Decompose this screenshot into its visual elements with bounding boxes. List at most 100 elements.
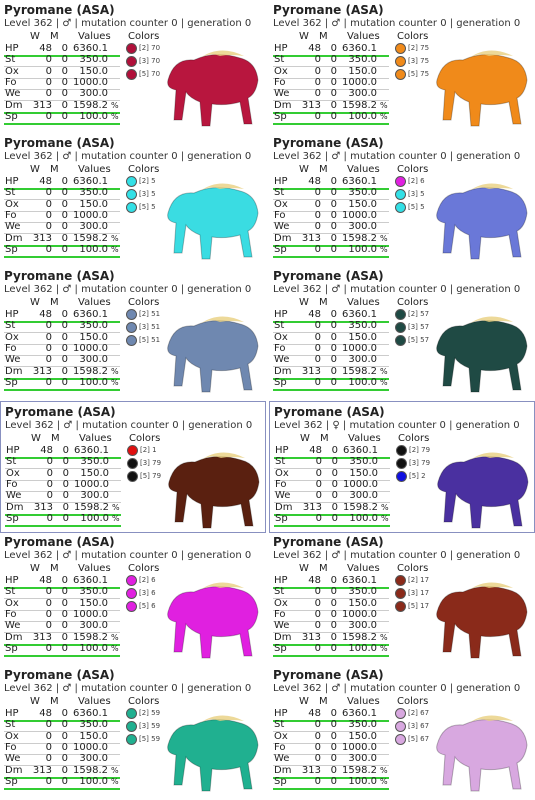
stat-w: 0	[45, 209, 52, 221]
stat-value: 350.0	[79, 719, 108, 731]
stat-w: 0	[45, 741, 52, 753]
column-header: W	[30, 31, 40, 42]
stat-name: Ox	[274, 730, 288, 742]
stat-name: We	[274, 354, 290, 366]
stat-name: Dm	[274, 365, 292, 377]
stat-m: 0	[61, 198, 68, 210]
card-subtitle: Level 362 | ♂ | mutation counter 0 | gen…	[273, 284, 521, 295]
color-label: [3] 79	[409, 459, 431, 467]
stat-name: Fo	[275, 478, 287, 490]
stat-value: 150.0	[79, 597, 108, 609]
creature-body	[167, 54, 259, 127]
stat-m: 0	[61, 708, 68, 719]
stat-value: 6360.1	[74, 445, 109, 456]
stat-m: 0	[61, 342, 68, 354]
stat-value: 100.0	[348, 642, 377, 654]
column-header: W	[299, 696, 309, 707]
stat-name: Dm	[274, 764, 292, 776]
row-line	[273, 111, 389, 114]
row-line	[273, 643, 389, 646]
stat-m: 0	[61, 43, 68, 54]
color-swatch	[126, 309, 137, 320]
color-swatch	[126, 56, 137, 67]
creature-mane	[200, 715, 244, 723]
stat-value: 6360.1	[343, 445, 378, 456]
creature-card: Pyromane (ASA) Level 362 | ♀ | mutation c…	[269, 401, 535, 533]
row-line	[4, 654, 120, 657]
row-line	[4, 765, 120, 767]
color-swatch	[395, 176, 406, 187]
stat-m: 0	[330, 586, 337, 598]
stat-value: 100.0	[348, 243, 377, 255]
stat-m: 0	[331, 445, 338, 456]
color-label: [5] 5	[139, 203, 156, 211]
stat-m: 0	[330, 221, 337, 233]
color-swatch	[126, 176, 137, 187]
color-label: [3] 57	[408, 323, 430, 331]
column-header: Values	[347, 31, 380, 42]
color-swatch	[126, 721, 137, 732]
stat-value: 100.0	[349, 512, 378, 524]
stat-value: 100.0	[79, 775, 108, 787]
stat-name: We	[6, 490, 22, 502]
row-line	[4, 742, 120, 744]
creature-card: Pyromane (ASA) Level 362 | ♂ | mutation c…	[0, 665, 266, 797]
stat-w: 313	[301, 99, 321, 111]
stat-unit: %	[381, 502, 389, 512]
creature-body	[167, 187, 259, 260]
stat-w: 0	[45, 597, 52, 609]
color-label: [5] 2	[409, 472, 426, 480]
stat-name: HP	[274, 708, 288, 719]
row-line	[4, 122, 120, 125]
stat-value: 1598.2	[73, 631, 108, 643]
row-line	[4, 88, 120, 90]
stat-unit: %	[111, 377, 119, 387]
stat-name: We	[274, 221, 290, 233]
stat-w: 0	[314, 65, 321, 77]
stat-m: 0	[330, 719, 337, 731]
column-header: M	[50, 297, 59, 308]
stat-w: 48	[308, 176, 321, 187]
column-header: Colors	[128, 297, 160, 308]
stat-w: 0	[314, 597, 321, 609]
row-line	[273, 122, 389, 125]
stat-value: 1598.2	[73, 365, 108, 377]
color-swatch	[395, 708, 406, 719]
stat-unit: %	[111, 233, 119, 243]
stat-m: 0	[61, 642, 68, 654]
creature-body	[436, 187, 528, 260]
column-header: M	[50, 563, 59, 574]
stat-name: Sp	[5, 243, 18, 255]
stat-m: 0	[330, 753, 337, 765]
stat-name: Sp	[274, 775, 287, 787]
stat-name: Dm	[5, 631, 23, 643]
row-line	[4, 100, 120, 102]
stat-name: HP	[275, 445, 289, 456]
stat-name: St	[6, 456, 17, 468]
stat-w: 313	[32, 99, 52, 111]
stat-name: Sp	[5, 775, 18, 787]
color-label: [2] 59	[139, 709, 161, 717]
column-header: W	[30, 297, 40, 308]
creature-image	[167, 316, 259, 393]
stat-name: Fo	[6, 478, 18, 490]
stat-m: 0	[330, 54, 337, 66]
row-line	[4, 255, 120, 258]
card-title: Pyromane (ASA)	[5, 405, 116, 419]
column-header: W	[30, 563, 40, 574]
color-label: [2] 17	[408, 576, 430, 584]
stat-value: 350.0	[349, 456, 378, 468]
stat-m: 0	[330, 342, 337, 354]
stat-m: 0	[61, 730, 68, 742]
stat-unit: %	[111, 765, 119, 775]
stat-w: 0	[314, 331, 321, 343]
stat-w: 0	[45, 331, 52, 343]
color-swatch	[396, 471, 407, 482]
row-line	[273, 233, 389, 235]
row-line	[273, 654, 389, 657]
card-title: Pyromane (ASA)	[273, 136, 384, 150]
color-label: [2] 75	[408, 44, 430, 52]
creature-mane	[469, 316, 513, 324]
stat-m: 0	[331, 512, 338, 524]
stat-value: 100.0	[80, 512, 109, 524]
